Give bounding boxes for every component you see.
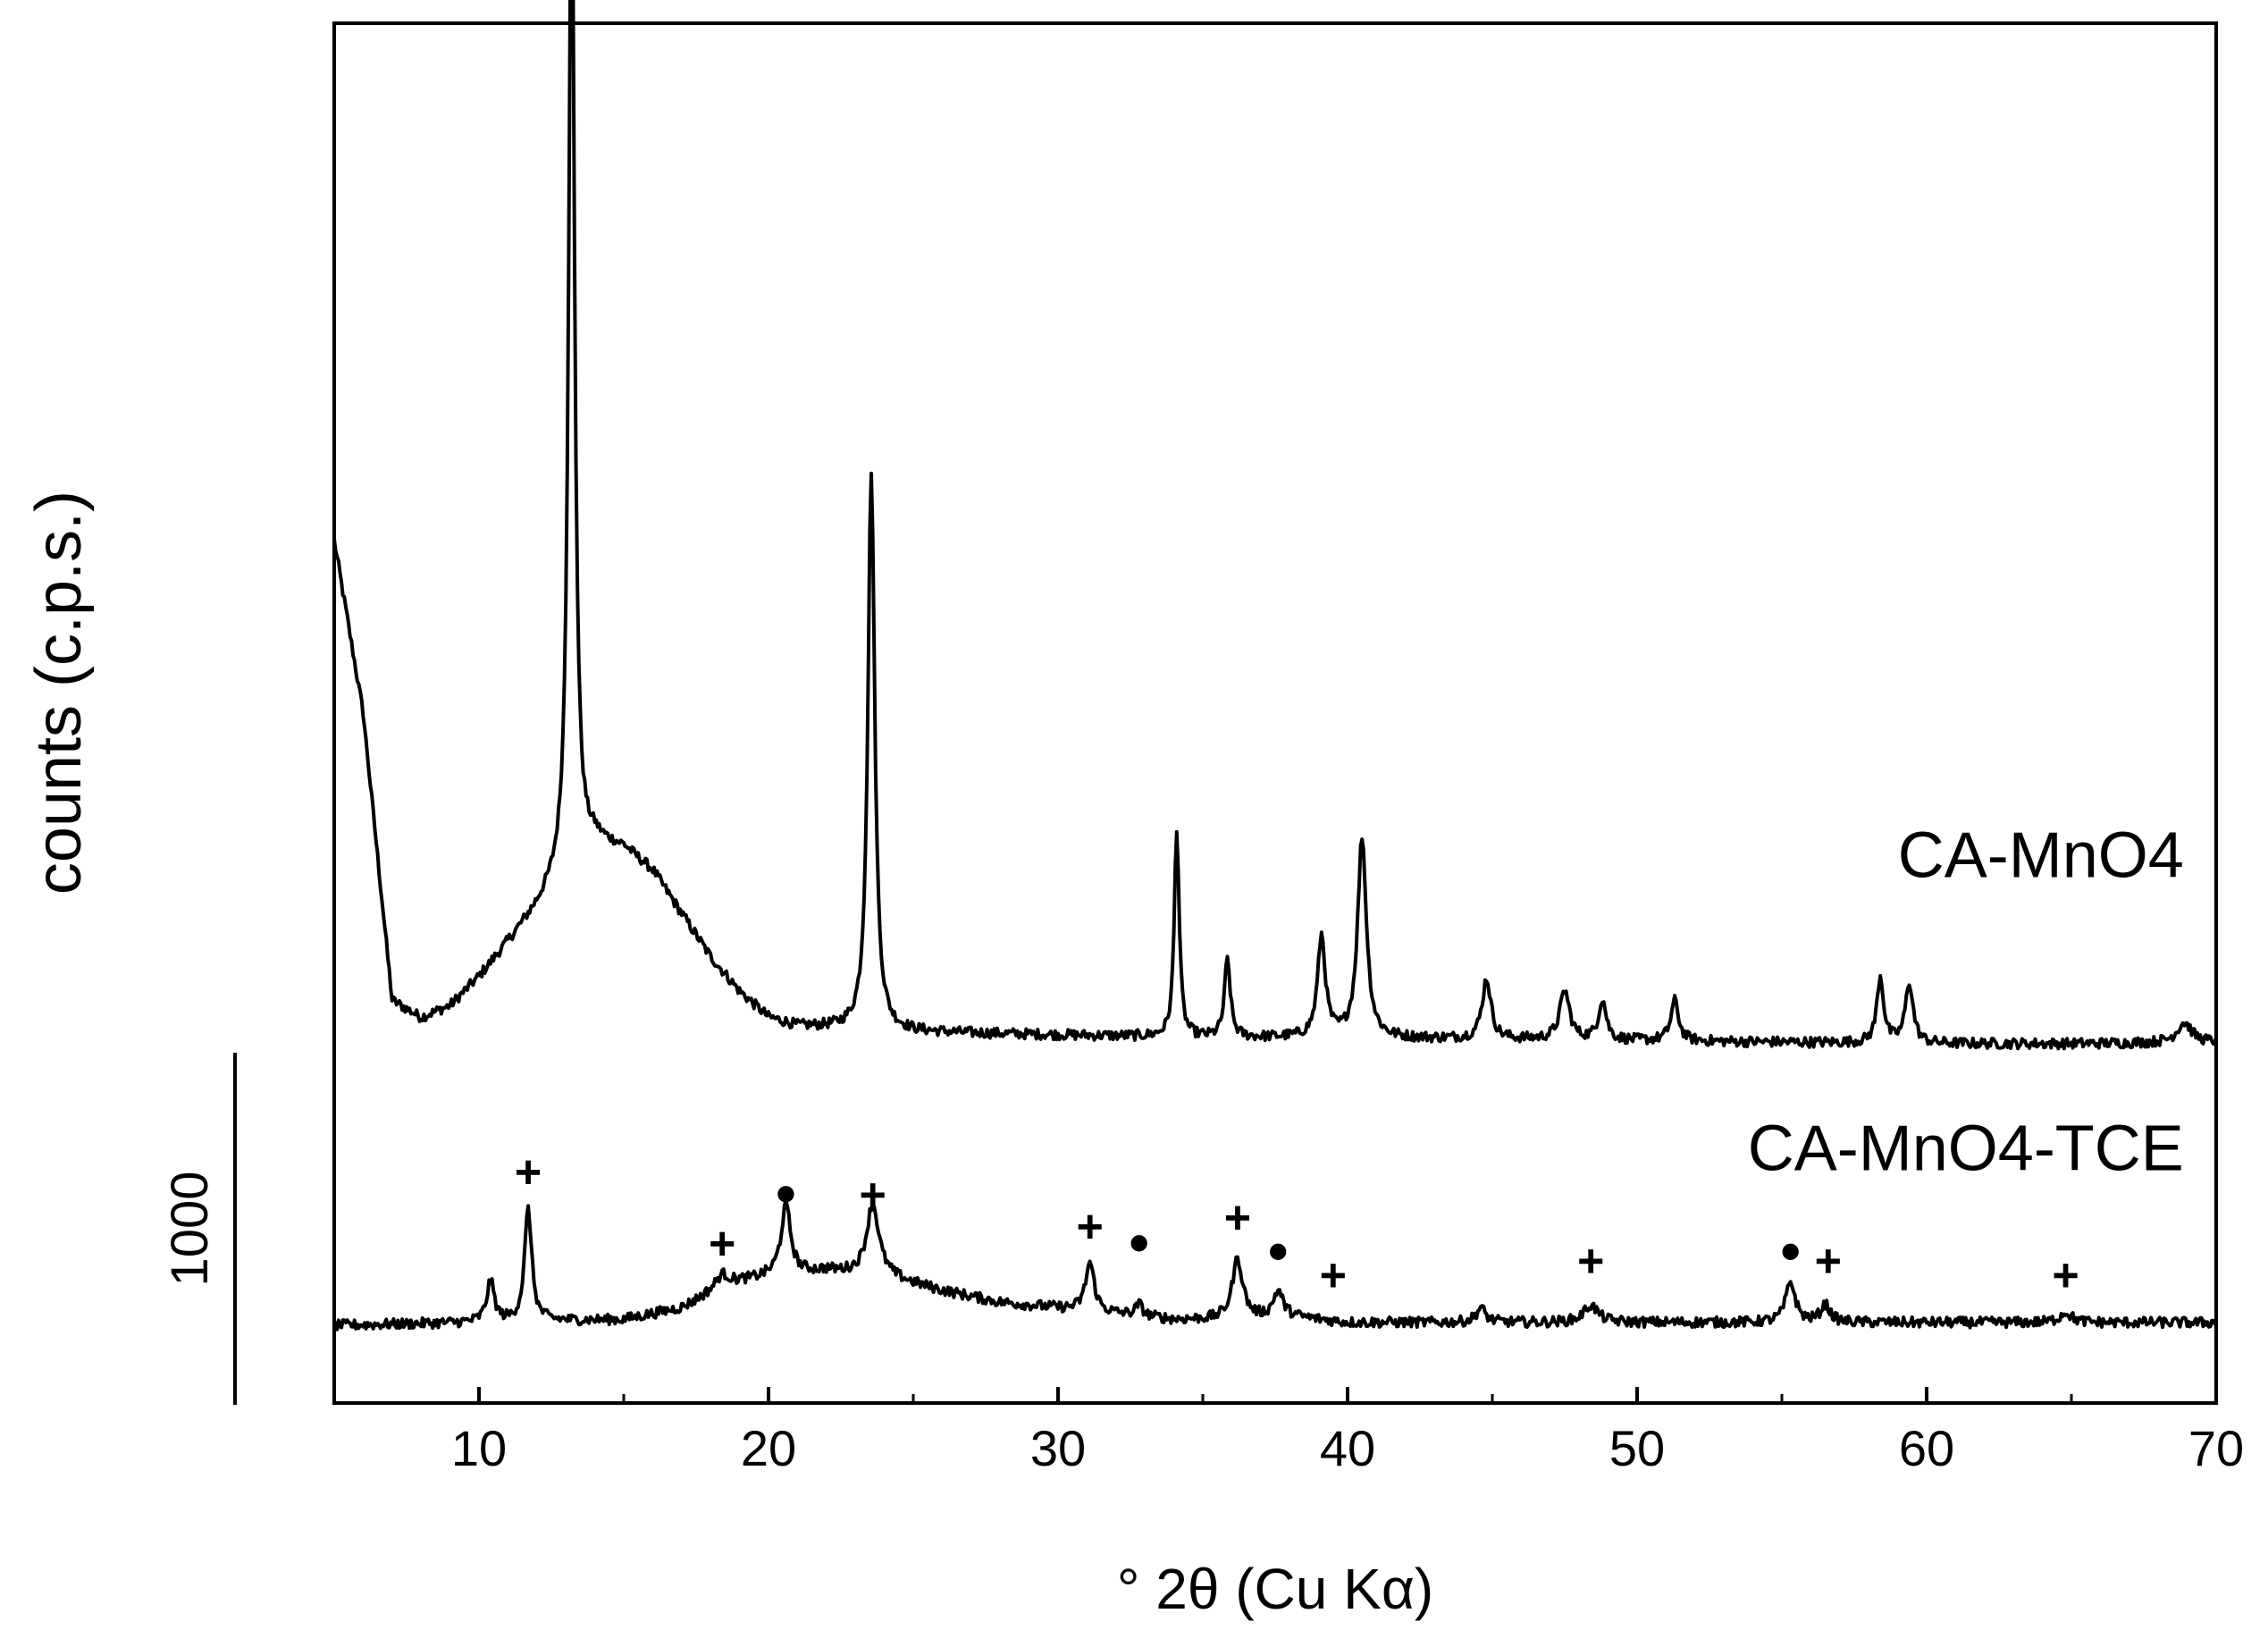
x-axis: 10 20 30 40 50 60 70 bbox=[332, 1387, 2244, 1476]
x-tick-label: 50 bbox=[1609, 1420, 1665, 1476]
x-tick-label: 20 bbox=[741, 1420, 796, 1476]
annotation-plus: + bbox=[1224, 1192, 1251, 1244]
annotation-plus: + bbox=[515, 1147, 542, 1198]
series-label-ca-mno4: CA-MnO4 bbox=[1898, 819, 2184, 891]
annotation-plus: + bbox=[709, 1218, 735, 1270]
x-tick-label: 40 bbox=[1320, 1420, 1375, 1476]
annotation-plus: + bbox=[1815, 1235, 1842, 1287]
scale-bar: 1000 bbox=[161, 1053, 237, 1405]
annotation-dot: • bbox=[1268, 1219, 1288, 1283]
annotation-layer: + + • + + • + • + + • + + bbox=[515, 1147, 2079, 1302]
x-tick-label: 70 bbox=[2188, 1420, 2244, 1476]
series-layer bbox=[332, 0, 2218, 1332]
y-axis-title: counts (c.p.s.) bbox=[23, 491, 95, 895]
x-tick-label: 30 bbox=[1030, 1420, 1086, 1476]
x-tick-label: 10 bbox=[451, 1420, 507, 1476]
annotation-dot: • bbox=[776, 1162, 795, 1226]
annotation-dot: • bbox=[1781, 1219, 1801, 1283]
series-line-ca-mno4 bbox=[332, 0, 2218, 1051]
annotation-plus: + bbox=[2052, 1250, 2079, 1302]
annotation-plus: + bbox=[1577, 1235, 1604, 1287]
x-tick-label: 60 bbox=[1899, 1420, 1954, 1476]
annotation-plus: + bbox=[1076, 1201, 1103, 1253]
annotation-dot: • bbox=[1130, 1210, 1149, 1274]
series-label-ca-mno4-tce: CA-MnO4-TCE bbox=[1748, 1113, 2184, 1184]
series-labels: CA-MnO4 CA-MnO4-TCE bbox=[1748, 819, 2184, 1184]
x-axis-title: ° 2θ (Cu Kα) bbox=[1117, 1557, 1433, 1621]
annotation-plus: + bbox=[1320, 1250, 1347, 1302]
plot-frame bbox=[332, 21, 2218, 1405]
scale-bar-label: 1000 bbox=[161, 1171, 219, 1286]
annotation-plus: + bbox=[859, 1169, 886, 1221]
series-line-ca-mno4-tce bbox=[332, 1198, 2218, 1332]
